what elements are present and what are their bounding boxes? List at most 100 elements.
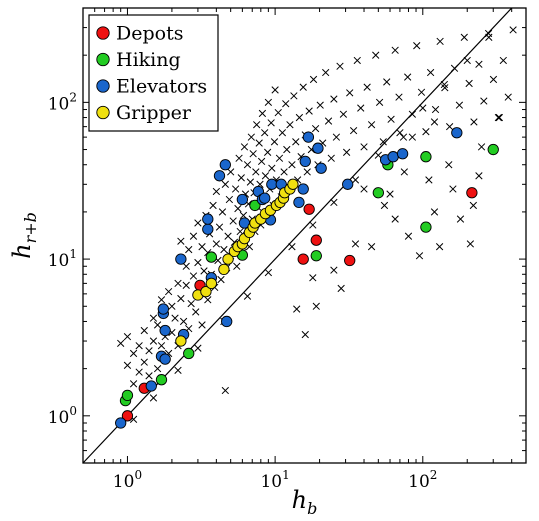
depots-point xyxy=(303,203,315,215)
cross-marker xyxy=(324,117,333,125)
cross-marker xyxy=(460,33,468,41)
cross-marker xyxy=(149,394,158,402)
cross-marker xyxy=(339,110,348,118)
cross-marker xyxy=(280,168,288,176)
cross-marker xyxy=(149,314,158,322)
cross-marker xyxy=(372,51,380,59)
cross-marker xyxy=(198,321,206,329)
cross-marker xyxy=(198,243,206,251)
cross-marker xyxy=(177,294,185,303)
y-tick-label: 100 xyxy=(48,404,77,428)
cross-marker xyxy=(140,326,148,335)
cross-marker xyxy=(480,97,488,105)
cross-marker xyxy=(349,126,358,135)
elevators-point xyxy=(236,193,249,206)
cross-marker xyxy=(463,56,471,65)
cross-marker xyxy=(408,133,417,141)
depots-point xyxy=(466,187,478,199)
gripper-point xyxy=(205,277,218,290)
cross-marker xyxy=(157,296,166,304)
elevators-point xyxy=(175,253,187,265)
cross-marker xyxy=(212,187,221,196)
cross-marker xyxy=(221,386,229,395)
cross-marker xyxy=(311,124,320,133)
cross-marker xyxy=(309,274,317,282)
legend-swatch-gripper xyxy=(96,105,110,120)
cross-marker xyxy=(288,161,296,169)
cross-marker xyxy=(299,83,307,91)
cross-marker xyxy=(435,243,444,251)
cross-marker xyxy=(295,113,304,122)
cross-marker xyxy=(123,361,132,369)
cross-marker xyxy=(220,245,228,254)
cross-marker xyxy=(286,121,294,129)
cross-marker xyxy=(466,240,475,248)
cross-marker xyxy=(215,223,224,231)
cross-marker xyxy=(415,252,424,260)
cross-marker xyxy=(332,133,341,141)
cross-marker xyxy=(258,109,267,118)
cross-marker xyxy=(209,201,217,210)
elevators-point xyxy=(145,380,157,392)
cross-marker xyxy=(469,201,478,210)
elevators-point xyxy=(315,162,327,174)
cross-marker xyxy=(445,161,453,169)
cross-marker xyxy=(379,138,387,146)
elevators-point xyxy=(159,324,171,337)
cross-marker xyxy=(475,172,483,180)
elevators-point xyxy=(396,148,409,160)
legend-swatch-hiking xyxy=(96,52,110,67)
cross-marker xyxy=(235,154,243,162)
cross-marker xyxy=(268,164,276,172)
cross-marker xyxy=(229,217,237,225)
cross-marker xyxy=(271,86,279,94)
hiking-point xyxy=(183,347,195,360)
cross-marker xyxy=(360,185,368,193)
cross-marker xyxy=(145,372,153,380)
cross-marker xyxy=(494,113,503,122)
elevators-point xyxy=(293,196,305,209)
cross-marker xyxy=(425,176,433,184)
elevators-point xyxy=(302,131,315,143)
cross-marker xyxy=(192,308,200,316)
cross-marker xyxy=(263,148,272,156)
cross-marker xyxy=(140,358,148,366)
cross-marker xyxy=(243,292,252,300)
cross-marker xyxy=(419,104,427,112)
cross-marker xyxy=(194,219,202,227)
cross-marker xyxy=(330,95,338,103)
cross-marker xyxy=(309,75,318,84)
legend-label-gripper: Gripper xyxy=(116,102,192,124)
hiking-point xyxy=(205,251,218,263)
elevators-point xyxy=(259,192,271,204)
cross-marker xyxy=(179,317,188,326)
cross-marker xyxy=(129,349,138,358)
cross-marker xyxy=(264,98,273,107)
cross-marker xyxy=(255,139,263,147)
elevators-point xyxy=(342,178,354,190)
cross-marker xyxy=(153,321,162,329)
cross-marker xyxy=(327,154,335,162)
cross-marker xyxy=(264,268,273,277)
cross-marker xyxy=(449,185,457,193)
gripper-point xyxy=(218,263,230,276)
hiking-point xyxy=(155,374,168,386)
cross-marker xyxy=(404,73,412,81)
cross-marker xyxy=(395,93,403,101)
cross-marker xyxy=(380,201,389,210)
cross-marker xyxy=(357,104,365,112)
cross-marker xyxy=(404,232,413,240)
elevators-point xyxy=(219,159,231,171)
legend-label-elevators: Elevators xyxy=(116,76,207,98)
cross-marker xyxy=(174,366,182,375)
cross-marker xyxy=(330,266,338,274)
cross-marker xyxy=(292,138,300,146)
elevators-point xyxy=(202,213,214,225)
cross-marker xyxy=(387,115,395,123)
cross-marker xyxy=(445,122,454,131)
cross-marker xyxy=(189,232,198,240)
x-tick-label: 100 xyxy=(113,468,142,492)
cross-marker xyxy=(275,154,284,162)
cross-marker xyxy=(145,347,153,355)
cross-marker xyxy=(240,143,249,151)
